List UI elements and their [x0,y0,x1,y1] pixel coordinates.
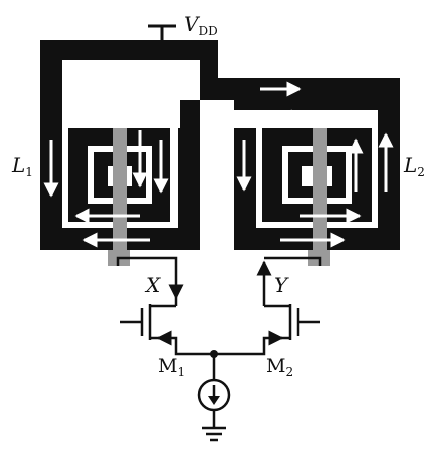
inductor-l2-spiral [234,100,400,266]
underpass-l1 [113,128,127,266]
m2-label: M2 [266,355,293,379]
l1-label: L1 [11,153,33,179]
l2-label: L2 [403,153,425,179]
node-y-label: Y [274,273,289,297]
transistor-m2 [214,304,320,356]
supply-feed-trace [40,40,400,100]
ground-icon [202,426,226,442]
current-arrows [43,80,394,248]
inductor-l1-spiral [40,100,200,266]
transistor-m1 [120,304,214,356]
m1-label: M1 [158,355,185,379]
current-source-icon [197,354,231,428]
vdd-label: VDD [184,12,218,38]
node-x-label: X [144,273,161,297]
circuit-wires [116,256,322,306]
underpass-l2 [313,128,327,266]
